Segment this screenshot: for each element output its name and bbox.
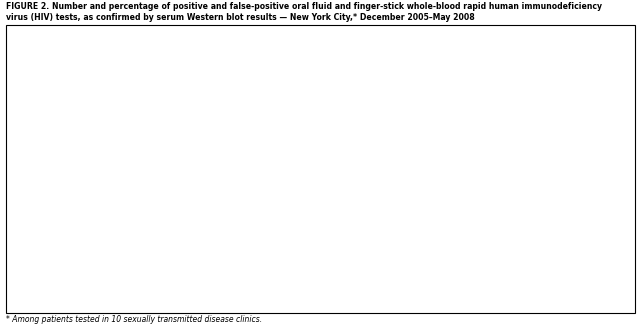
FancyBboxPatch shape — [513, 208, 624, 228]
Text: 470 (28.2%) with no follow-up
finger-stick whole-blood rapid test: 470 (28.2%) with no follow-up finger-sti… — [443, 167, 562, 182]
FancyBboxPatch shape — [428, 165, 578, 184]
FancyBboxPatch shape — [51, 94, 182, 128]
FancyBboxPatch shape — [372, 208, 476, 228]
FancyBboxPatch shape — [16, 256, 110, 283]
Text: 138,581 patients tested with oral fluid rapid HIV test: 138,581 patients tested with oral fluid … — [228, 64, 413, 70]
Text: FIGURE 2. Number and percentage of positive and false-positive oral fluid and fi: FIGURE 2. Number and percentage of posit… — [6, 2, 603, 11]
FancyBboxPatch shape — [213, 58, 428, 75]
FancyBboxPatch shape — [317, 256, 412, 283]
FancyBboxPatch shape — [305, 128, 474, 146]
Text: 56 (3.3%) with missing
(24 tests) or inconclusive
(32 tests) serum Western
blot : 56 (3.3%) with missing (24 tests) or inc… — [72, 92, 161, 130]
Text: 850 (71.2%) positive finger-
stick whole-blood rapid tests: 850 (71.2%) positive finger- stick whole… — [54, 211, 154, 225]
FancyBboxPatch shape — [305, 94, 474, 111]
Text: 1,664 (96.7%) with definitive serum
Western blot results: 1,664 (96.7%) with definitive serum West… — [326, 130, 453, 144]
FancyBboxPatch shape — [225, 208, 360, 228]
Text: 840 (98.8%)
positive Western
blot results: 840 (98.8%) positive Western blot result… — [34, 259, 92, 280]
Text: 15 (3.2%) false-positive
(negative Western blot) results: 15 (3.2%) false-positive (negative Weste… — [515, 211, 623, 225]
Text: 1 (0.3%) positive
Western blot
result: 1 (0.3%) positive Western blot result — [237, 259, 297, 280]
Text: 344 (28.8%) negative finger-
stick whole-blood rapid tests: 344 (28.8%) negative finger- stick whole… — [242, 211, 342, 225]
Text: 1,720 (1.2%) positive oral fluid rapid tests: 1,720 (1.2%) positive oral fluid rapid t… — [315, 99, 463, 106]
Text: 455 (96.8%) positive
Western blot results: 455 (96.8%) positive Western blot result… — [388, 211, 461, 225]
Text: virus (HIV) tests, as confirmed by serum Western blot results — New York City,* : virus (HIV) tests, as confirmed by serum… — [6, 13, 475, 22]
Text: 1,194 (71.8%) with follow-up
finger-stick whole-blood rapid test: 1,194 (71.8%) with follow-up finger-stic… — [138, 167, 258, 182]
FancyBboxPatch shape — [223, 256, 311, 283]
FancyBboxPatch shape — [126, 256, 220, 283]
FancyBboxPatch shape — [110, 165, 286, 184]
Text: * Among patients tested in 10 sexually transmitted disease clinics.: * Among patients tested in 10 sexually t… — [6, 315, 263, 324]
Text: 343 (99.7%)
false-positive
(negative Western
blot) results: 343 (99.7%) false-positive (negative Wes… — [333, 255, 397, 285]
FancyBboxPatch shape — [37, 208, 171, 228]
Text: 10 (1.2%)
false-positive
(negative Western
blot) results: 10 (1.2%) false-positive (negative Weste… — [141, 255, 205, 285]
